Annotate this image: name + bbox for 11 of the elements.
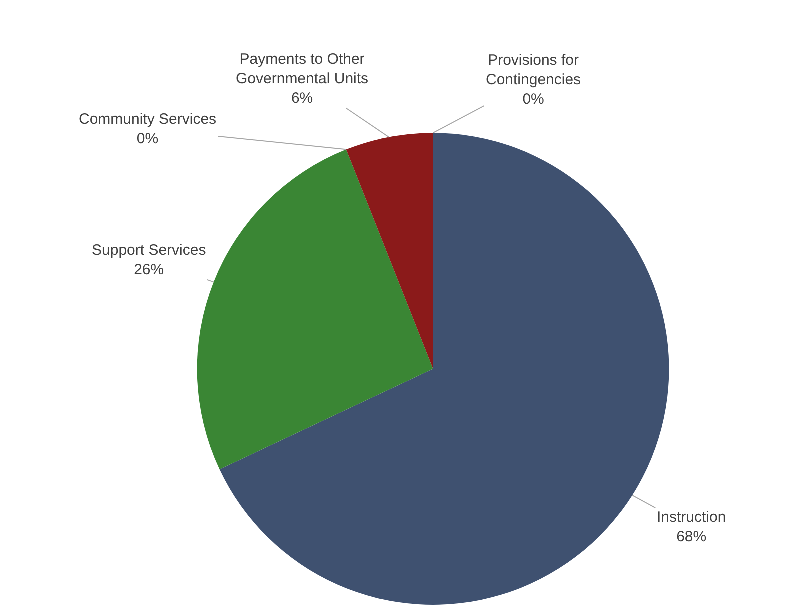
category-label: Provisions for Contingencies	[486, 52, 582, 88]
text: 0%	[136, 130, 159, 148]
slice-label: Payments to Other Governmental Units	[236, 51, 369, 88]
slice-label: Instruction	[657, 509, 726, 526]
pie-slice	[346, 133, 434, 370]
slice-label: Support Services	[92, 242, 206, 259]
category-label: Community Services	[79, 111, 217, 128]
data-label: 68%	[676, 528, 707, 546]
text: 0%	[522, 91, 544, 108]
data-label: 26%	[134, 262, 164, 278]
data-label: 6%	[291, 90, 314, 107]
